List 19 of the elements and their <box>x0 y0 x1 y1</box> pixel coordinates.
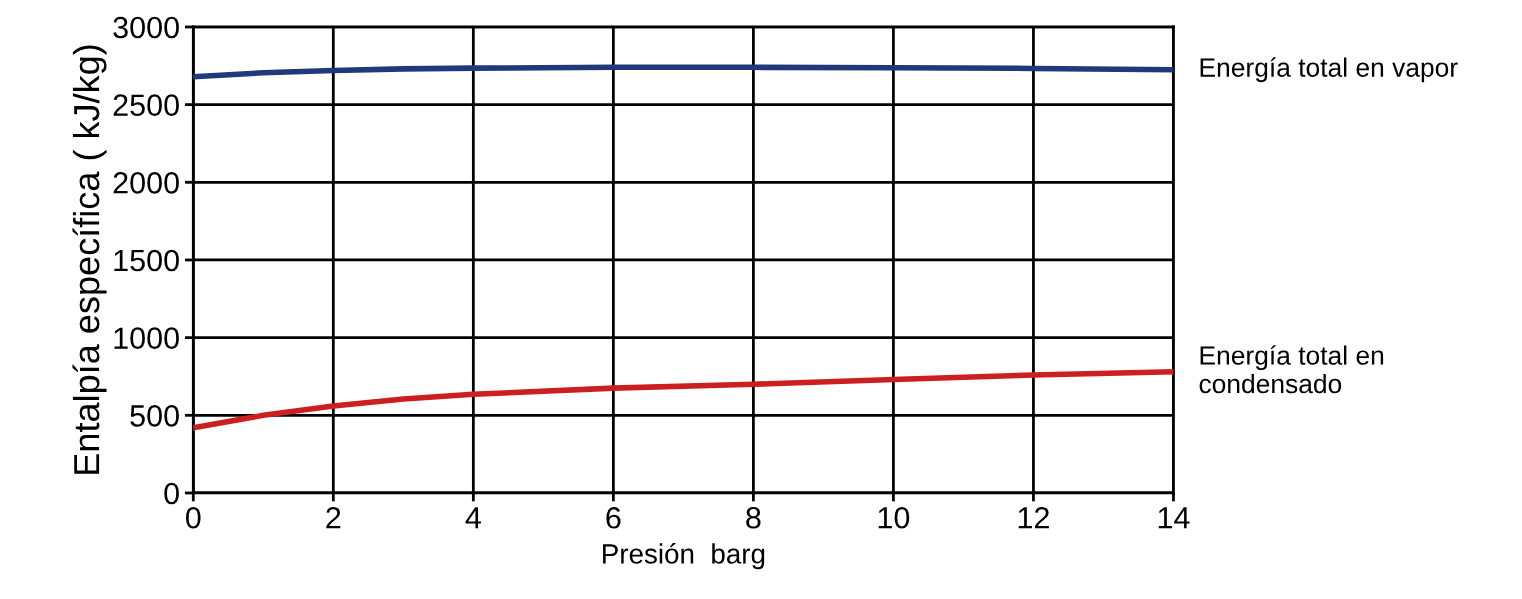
y-tick-label: 2000 <box>113 172 179 194</box>
y-tick-label: 500 <box>130 405 179 427</box>
y-tick-label: 1000 <box>114 327 179 350</box>
x-tick-label: 4 <box>465 507 481 529</box>
y-tick-label: 0 <box>164 482 179 505</box>
x-tick-label: 0 <box>185 506 201 529</box>
y-tick-label: 2500 <box>113 94 179 116</box>
x-tick-label: 12 <box>1018 506 1049 529</box>
x-tick-label: 6 <box>606 506 621 529</box>
x-tick-label: 8 <box>746 506 761 529</box>
x-tick-label: 14 <box>1158 507 1190 529</box>
y-tick-label: 1500 <box>114 249 179 272</box>
series-label: Energía total en condensado <box>1199 345 1384 394</box>
x-tick-label: 2 <box>326 506 341 529</box>
y-axis-title: Entalpía específica ( kJ/kg) <box>72 45 107 474</box>
x-tick-label: 10 <box>878 506 910 529</box>
series-label: Energía total en vapor <box>1200 57 1458 83</box>
y-tick-label: 3000 <box>113 16 179 39</box>
x-axis-title: Presión barg <box>603 542 765 570</box>
